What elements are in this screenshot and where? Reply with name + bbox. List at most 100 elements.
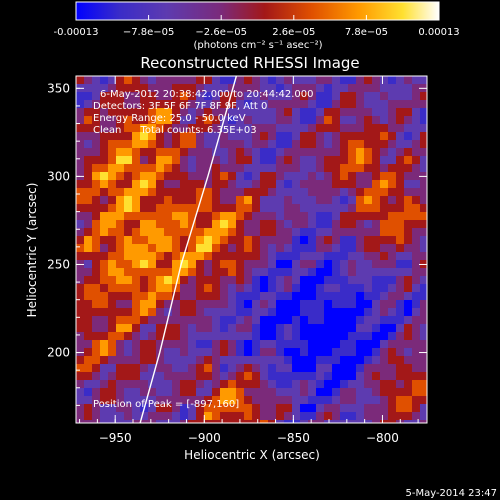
heatmap-cell	[172, 140, 180, 148]
heatmap-cell	[172, 316, 180, 324]
heatmap-cell	[332, 196, 340, 204]
heatmap-cell	[188, 372, 196, 380]
heatmap-cell	[324, 204, 332, 212]
heatmap-cell	[420, 124, 427, 132]
heatmap-cell	[404, 212, 412, 220]
heatmap-cell	[244, 356, 252, 364]
heatmap-cell	[132, 108, 140, 116]
heatmap-cell	[260, 132, 268, 140]
heatmap-cell	[164, 164, 172, 172]
heatmap-cell	[244, 420, 252, 423]
heatmap-cell	[372, 164, 380, 172]
heatmap-cell	[420, 292, 427, 300]
heatmap-cell	[404, 348, 412, 356]
heatmap-cell	[156, 108, 164, 116]
heatmap-cell	[140, 188, 148, 196]
heatmap-cell	[260, 388, 268, 396]
heatmap-cell	[228, 156, 236, 164]
heatmap-cell	[268, 188, 276, 196]
heatmap-cell	[108, 116, 116, 124]
heatmap-cell	[180, 204, 188, 212]
heatmap-cell	[324, 124, 332, 132]
heatmap-cell	[156, 180, 164, 188]
heatmap-cell	[260, 420, 268, 423]
heatmap-cell	[252, 380, 260, 388]
heatmap-cell	[348, 364, 356, 372]
heatmap-cell	[380, 116, 388, 124]
heatmap-cell	[412, 404, 420, 412]
heatmap-cell	[124, 212, 132, 220]
heatmap-cell	[140, 332, 148, 340]
heatmap-cell	[276, 100, 284, 108]
heatmap-cell	[100, 172, 108, 180]
heatmap-cell	[412, 380, 420, 388]
heatmap-cell	[404, 180, 412, 188]
heatmap-cell	[180, 220, 188, 228]
heatmap-cell	[108, 204, 116, 212]
heatmap-cell	[244, 348, 252, 356]
heatmap-cell	[284, 372, 292, 380]
heatmap-cell	[204, 236, 212, 244]
heatmap-cell	[196, 380, 204, 388]
heatmap-cell	[124, 156, 132, 164]
heatmap-cell	[236, 116, 244, 124]
heatmap-cell	[396, 372, 404, 380]
heatmap-cell	[236, 252, 244, 260]
heatmap-cell	[148, 260, 156, 268]
heatmap-cell	[76, 212, 84, 220]
heatmap-cell	[236, 156, 244, 164]
heatmap-cell	[148, 316, 156, 324]
heatmap-cell	[388, 388, 396, 396]
heatmap-cell	[308, 292, 316, 300]
heatmap-cell	[124, 196, 132, 204]
heatmap-cell	[316, 212, 324, 220]
heatmap-cell	[244, 268, 252, 276]
heatmap-cell	[300, 308, 308, 316]
heatmap-cell	[404, 196, 412, 204]
energy-range-label: Energy Range: 25.0 - 50.0 keV	[93, 113, 246, 124]
heatmap-cell	[148, 100, 156, 108]
heatmap-cell	[308, 84, 316, 92]
heatmap-cell	[212, 156, 220, 164]
heatmap-cell	[76, 252, 84, 260]
heatmap-cell	[324, 260, 332, 268]
heatmap-cell	[188, 204, 196, 212]
heatmap-cell	[260, 292, 268, 300]
heatmap-cell	[180, 340, 188, 348]
heatmap-cell	[236, 124, 244, 132]
heatmap-cell	[196, 324, 204, 332]
heatmap-cell	[124, 180, 132, 188]
heatmap-cell	[76, 204, 84, 212]
heatmap-cell	[220, 124, 228, 132]
heatmap-cell	[124, 388, 132, 396]
heatmap-cell	[228, 140, 236, 148]
heatmap-cell	[204, 108, 212, 116]
heatmap-cell	[100, 164, 108, 172]
heatmap-cell	[380, 228, 388, 236]
heatmap-cell	[324, 276, 332, 284]
heatmap-cell	[316, 404, 324, 412]
heatmap-cell	[228, 252, 236, 260]
heatmap-cell	[132, 404, 140, 412]
heatmap-cell	[316, 108, 324, 116]
heatmap-cell	[404, 404, 412, 412]
heatmap-cell	[412, 188, 420, 196]
heatmap-cell	[172, 276, 180, 284]
heatmap-cell	[276, 316, 284, 324]
heatmap-cell	[372, 140, 380, 148]
heatmap-cell	[316, 172, 324, 180]
heatmap-cell	[228, 340, 236, 348]
heatmap-cell	[260, 276, 268, 284]
heatmap-cell	[116, 404, 124, 412]
heatmap-cell	[372, 340, 380, 348]
heatmap-cell	[396, 380, 404, 388]
heatmap-cell	[204, 116, 212, 124]
heatmap-cell	[116, 92, 124, 100]
heatmap-cell	[388, 76, 396, 84]
heatmap-cell	[284, 388, 292, 396]
heatmap-cell	[124, 236, 132, 244]
heatmap-cell	[316, 260, 324, 268]
heatmap-cell	[76, 404, 84, 412]
heatmap-cell	[324, 268, 332, 276]
